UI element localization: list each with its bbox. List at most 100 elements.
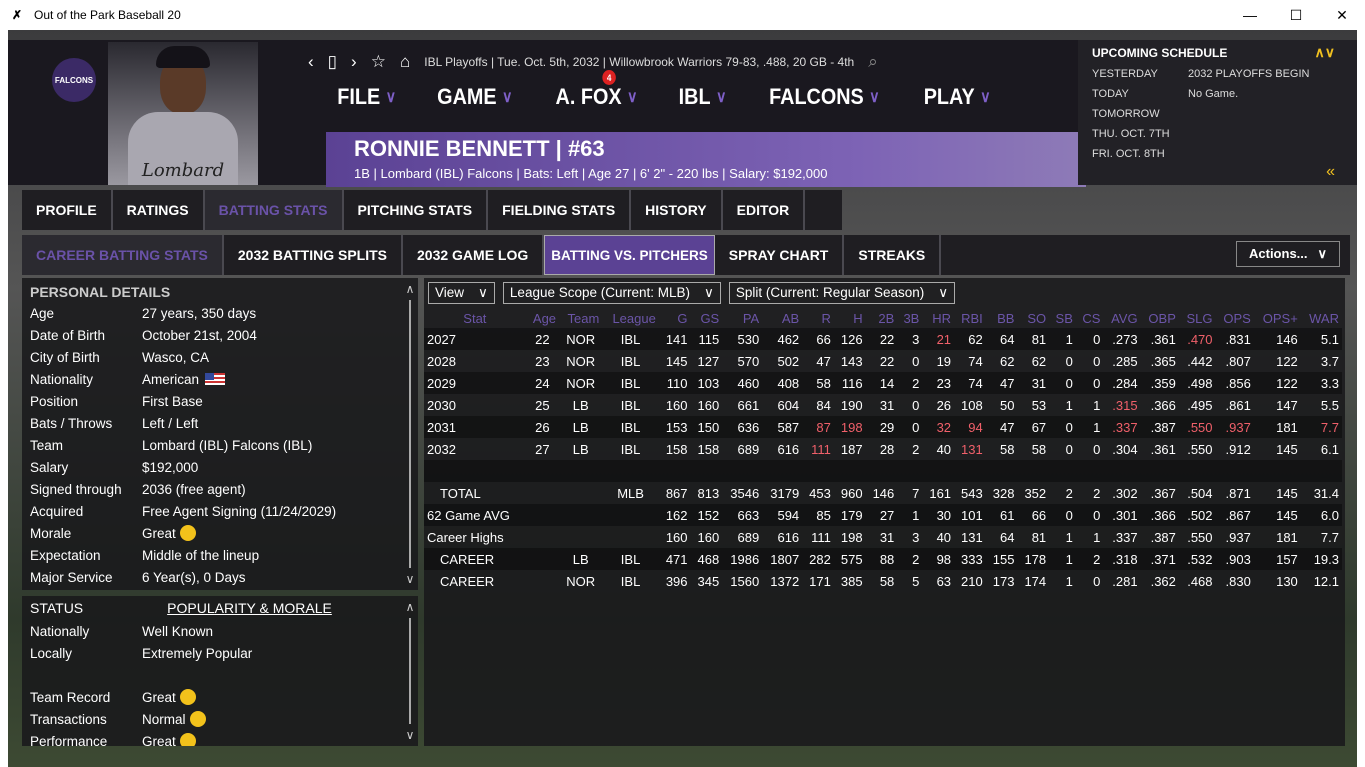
tab-fielding-stats[interactable]: FIELDING STATS (488, 190, 632, 230)
actions-dropdown[interactable]: Actions... ∨ (1236, 241, 1340, 267)
column-header-slg[interactable]: SLG (1186, 310, 1213, 326)
column-header-team[interactable]: Team (567, 310, 600, 326)
menu-file[interactable]: FILE ∨ (337, 84, 396, 110)
schedule-arrows-icon[interactable]: ∧∨ (1314, 44, 1336, 60)
stat-cell: 1 (1049, 548, 1076, 570)
detail-value: Left / Left (142, 415, 199, 431)
stat-cell: 636 (722, 416, 763, 438)
jersey-text: Lombard (128, 112, 238, 185)
detail-row: Position First Base (30, 390, 410, 412)
stat-cell: LB (559, 416, 603, 438)
column-header-stat[interactable]: Stat (463, 310, 487, 326)
table-row[interactable]: 2028 23 NOR IBL 145 127 570 502 47 143 22 0 19 74 62 62… (424, 350, 1342, 372)
table-row[interactable]: CAREER LB IBL 471 468 1986 1807 282 575 88 2 98 333 1… (424, 548, 1342, 570)
subtab-spray-chart[interactable]: SPRAY CHART (715, 235, 845, 275)
page-icon[interactable]: ▯ (327, 52, 338, 71)
stat-cell: 131 (961, 441, 983, 457)
table-row[interactable]: 2032 27 LB IBL 158 158 689 616 111 187 28 2 40 131 58 5… (424, 438, 1342, 460)
collapse-icon[interactable]: « (1326, 163, 1335, 180)
menu-game[interactable]: GAME ∨ (438, 84, 513, 110)
table-row[interactable]: 2027 22 NOR IBL 141 115 530 462 66 126 22 3 21 62 64 81… (424, 328, 1342, 350)
maximize-button[interactable]: ☐ (1289, 6, 1303, 23)
stat-cell: 146 (1253, 328, 1301, 350)
table-row[interactable]: 2031 26 LB IBL 153 150 636 587 87 198 29 0 32 94 47 67 0… (424, 416, 1342, 438)
tab-batting-stats[interactable]: BATTING STATS (204, 190, 344, 230)
column-header-ops[interactable]: OPS+ (1262, 310, 1298, 326)
stat-cell: 0 (1093, 441, 1101, 457)
table-row[interactable]: CAREER NOR IBL 396 345 1560 1372 171 385 58 5 63 210… (424, 570, 1342, 592)
stat-cell: 460 (722, 372, 763, 394)
breadcrumb: IBL Playoffs | Tue. Oct. 5th, 2032 | Wil… (424, 55, 855, 69)
detail-row: City of Birth Wasco, CA (30, 346, 410, 368)
subtab-career-batting-stats[interactable]: CAREER BATTING STATS (22, 235, 224, 275)
column-header-so[interactable]: SO (1027, 310, 1047, 326)
column-header-hr[interactable]: HR (932, 310, 952, 326)
menu-ibl[interactable]: IBL ∨ (679, 84, 727, 110)
stat-cell: 345 (697, 573, 720, 589)
column-header-cs[interactable]: CS (1082, 310, 1101, 326)
stat-cell: 66 (1017, 504, 1050, 526)
status-scrollbar[interactable]: ∧ ∨ (405, 600, 415, 742)
home-icon[interactable]: ⌂ (399, 52, 411, 71)
chevron-down-icon: ∨ (716, 89, 727, 106)
column-header-2b[interactable]: 2B (878, 310, 895, 326)
column-header-ops[interactable]: OPS (1223, 310, 1251, 326)
column-header-gs[interactable]: GS (700, 310, 720, 326)
tab-ratings[interactable]: RATINGS (113, 190, 205, 230)
column-header-g[interactable]: G (677, 310, 688, 326)
column-header-ab[interactable]: AB (781, 310, 800, 326)
league-scope-dropdown[interactable]: League Scope (Current: MLB) ∨ (502, 282, 721, 304)
table-row[interactable]: 2029 24 NOR IBL 110 103 460 408 58 116 14 2 23 74 47 31… (424, 372, 1342, 394)
stat-cell: 81 (1017, 328, 1050, 350)
column-header-league[interactable]: League (612, 310, 656, 326)
tab-pitching-stats[interactable]: PITCHING STATS (344, 190, 489, 230)
column-header-sb[interactable]: SB (1055, 310, 1073, 326)
subtab-2032-game-log[interactable]: 2032 GAME LOG (403, 235, 545, 275)
schedule-row: TODAY No Game. (1092, 88, 1343, 108)
column-header-pa[interactable]: PA (742, 310, 760, 326)
column-header-rbi[interactable]: RBI (961, 310, 983, 326)
close-button[interactable]: ✕ (1336, 6, 1348, 23)
popularity-morale-tab[interactable]: POPULARITY & MORALE (167, 600, 332, 616)
table-row[interactable]: 62 Game AVG 162 152 663 594 85 179 27 1 30 101 61 66… (424, 504, 1342, 526)
subtab-2032-batting-splits[interactable]: 2032 BATTING SPLITS (224, 235, 403, 275)
table-row[interactable]: 2030 25 LB IBL 160 160 661 604 84 190 31 0 26 108 50 53… (424, 394, 1342, 416)
column-header-war[interactable]: WAR (1309, 310, 1339, 326)
column-header-obp[interactable]: OBP (1148, 310, 1176, 326)
status-tab[interactable]: STATUS (30, 600, 84, 616)
table-row[interactable]: TOTAL MLB 867 813 3546 3179 453 960 146 7 161 543 32… (424, 482, 1342, 504)
column-header-r[interactable]: R (821, 310, 831, 326)
stat-cell: .318 (1103, 548, 1141, 570)
subtab-streaks[interactable]: STREAKS (844, 235, 942, 275)
view-dropdown[interactable]: View ∨ (428, 282, 495, 304)
back-icon[interactable]: ‹ (308, 52, 314, 71)
menu-a-fox[interactable]: A. FOX ∨ 4 (556, 70, 638, 110)
team-logo[interactable]: FALCONS (52, 58, 96, 102)
minimize-button[interactable]: — (1243, 7, 1257, 23)
scrollbar[interactable]: ∧ ∨ (405, 282, 415, 586)
detail-value: Well Known (142, 623, 214, 639)
stat-cell: TOTAL (440, 485, 481, 501)
column-header-age[interactable]: Age (532, 310, 557, 326)
stat-cell: 2029 (424, 372, 526, 394)
column-header-h[interactable]: H (853, 310, 863, 326)
forward-icon[interactable]: › (351, 52, 357, 71)
tab-profile[interactable]: PROFILE (22, 190, 113, 230)
menu-play[interactable]: PLAY ∨ (924, 84, 991, 110)
player-name: RONNIE BENNETT | #63 (354, 136, 605, 161)
table-row[interactable] (424, 460, 1342, 482)
search-icon[interactable]: ⌕ (868, 52, 878, 71)
column-header-bb[interactable]: BB (997, 310, 1015, 326)
table-row[interactable]: Career Highs 160 160 689 616 111 198 31 3 40 131 64… (424, 526, 1342, 548)
split-dropdown[interactable]: Split (Current: Regular Season) ∨ (728, 282, 956, 304)
column-header-avg[interactable]: AVG (1111, 310, 1138, 326)
tab-history[interactable]: HISTORY (631, 190, 723, 230)
column-header-3b[interactable]: 3B (903, 310, 920, 326)
menu-falcons[interactable]: FALCONS ∨ (769, 84, 880, 110)
star-icon[interactable]: ☆ (370, 52, 386, 71)
split-label: Split (Current: Regular Season) (735, 285, 925, 300)
menu-label: PLAY (923, 84, 975, 109)
tab-editor[interactable]: EDITOR (723, 190, 806, 230)
subtab-batting-vs-pitchers[interactable]: BATTING VS. PITCHERS (544, 235, 715, 275)
stat-cell: 1807 (762, 548, 803, 570)
